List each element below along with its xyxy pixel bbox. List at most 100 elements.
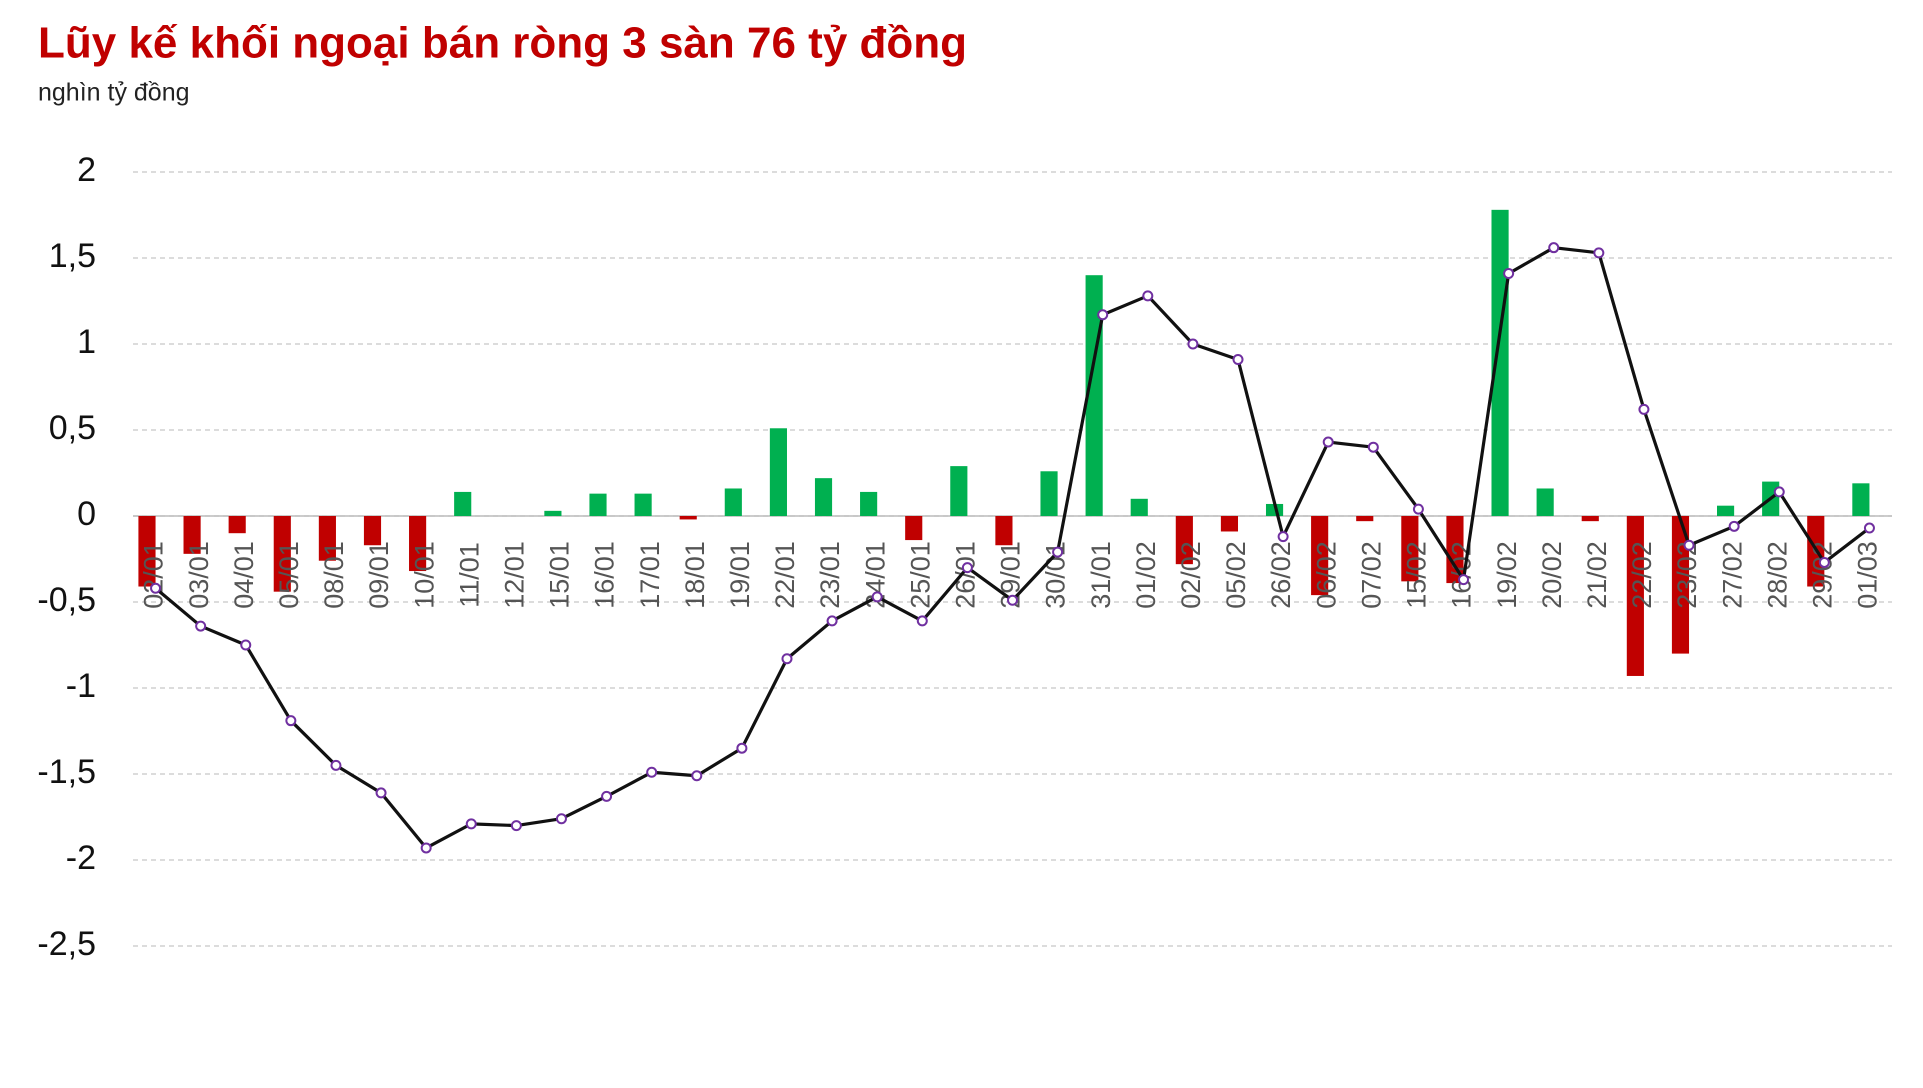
x-tick-label: 31/01 xyxy=(1086,541,1116,609)
x-tick-label: 08/01 xyxy=(319,541,349,609)
point xyxy=(736,742,748,754)
point xyxy=(240,639,252,651)
x-tick-label: 22/01 xyxy=(770,541,800,609)
bar xyxy=(183,516,201,554)
bar xyxy=(138,516,156,587)
bar xyxy=(1581,516,1599,522)
point xyxy=(1773,486,1785,498)
x-tick-label: 23/01 xyxy=(815,541,845,609)
point xyxy=(1728,520,1740,532)
bar xyxy=(814,478,833,516)
point xyxy=(510,820,522,832)
x-tick-label: 29/02 xyxy=(1807,541,1837,609)
point xyxy=(1818,556,1830,568)
x-tick-label: 01/02 xyxy=(1131,541,1161,609)
x-tick-label: 05/02 xyxy=(1221,541,1251,609)
x-tick-label: 16/01 xyxy=(590,541,620,609)
x-tick-label: 09/01 xyxy=(364,541,394,609)
bar xyxy=(1401,516,1419,582)
point xyxy=(646,766,658,778)
point xyxy=(420,842,432,854)
chart-title: Lũy kế khối ngoại bán ròng 3 sàn 76 tỷ đ… xyxy=(38,19,967,68)
x-tick-label: 17/01 xyxy=(635,541,665,609)
x-tick-label: 20/02 xyxy=(1537,541,1567,609)
y-tick-label: -1 xyxy=(66,667,96,705)
point xyxy=(1593,247,1605,259)
x-tick-label: 04/01 xyxy=(229,541,259,609)
x-tick-label: 05/01 xyxy=(274,541,304,609)
x-tick-label: 15/01 xyxy=(545,541,575,609)
bar xyxy=(1536,488,1554,516)
y-tick-label: -2,5 xyxy=(37,925,96,963)
point xyxy=(601,790,613,802)
bar xyxy=(273,516,291,592)
point xyxy=(1277,531,1289,543)
bar xyxy=(1491,209,1509,516)
bar xyxy=(1220,516,1239,532)
x-tick-label: 23/02 xyxy=(1672,541,1702,609)
bar xyxy=(544,510,562,516)
x-tick-label: 03/01 xyxy=(184,541,214,609)
bar xyxy=(769,428,787,516)
point xyxy=(1097,309,1109,321)
point xyxy=(1142,290,1154,302)
y-tick-label: -1,5 xyxy=(37,753,96,791)
x-tick-label: 01/03 xyxy=(1853,541,1883,609)
x-tick-label: 15/02 xyxy=(1402,541,1432,609)
point xyxy=(691,770,703,782)
bar xyxy=(724,488,742,516)
point xyxy=(1367,441,1379,453)
point xyxy=(781,653,793,665)
bar xyxy=(318,516,336,561)
point xyxy=(150,582,162,594)
x-tick-label: 22/02 xyxy=(1627,541,1657,609)
point xyxy=(285,715,297,727)
bar xyxy=(950,466,968,516)
point xyxy=(1548,242,1560,254)
bar xyxy=(1311,516,1329,596)
point xyxy=(465,818,477,830)
point xyxy=(1322,436,1334,448)
x-tick-label: 25/01 xyxy=(905,541,935,609)
bar xyxy=(454,491,472,516)
x-tick-label: 19/02 xyxy=(1492,541,1522,609)
point xyxy=(195,620,207,632)
bar xyxy=(228,516,246,534)
bar xyxy=(1040,471,1058,516)
x-tick-label: 28/02 xyxy=(1762,541,1792,609)
bar xyxy=(679,516,697,520)
bar xyxy=(1356,516,1374,522)
x-tick-label: 02/02 xyxy=(1176,541,1206,609)
bar xyxy=(1626,516,1644,676)
bar xyxy=(860,491,878,516)
point xyxy=(330,759,342,771)
point xyxy=(1503,267,1515,279)
point xyxy=(1232,353,1244,365)
bar xyxy=(1130,498,1148,516)
y-tick-label: 0 xyxy=(77,495,96,533)
y-tick-label: 1,5 xyxy=(49,237,96,275)
point xyxy=(961,562,973,574)
point xyxy=(1683,539,1695,551)
point xyxy=(1638,403,1650,415)
x-tick-label: 02/01 xyxy=(139,541,169,609)
bar xyxy=(1717,505,1735,516)
x-tick-label: 27/02 xyxy=(1717,541,1747,609)
x-tick-label: 10/01 xyxy=(409,541,439,609)
y-tick-label: 1 xyxy=(77,323,96,361)
bar xyxy=(409,516,427,572)
x-tick-label: 19/01 xyxy=(725,541,755,609)
x-tick-label: 12/01 xyxy=(499,541,529,609)
bar xyxy=(634,493,652,516)
bar xyxy=(1852,483,1870,516)
x-tick-label: 11/01 xyxy=(454,542,484,608)
point xyxy=(1007,594,1018,606)
point xyxy=(916,615,928,627)
x-tick-label: 07/02 xyxy=(1356,541,1386,609)
x-tick-label: 21/02 xyxy=(1582,541,1612,609)
bar xyxy=(363,516,382,546)
bar xyxy=(1671,516,1690,654)
x-tick-label: 18/01 xyxy=(680,541,710,609)
point xyxy=(1458,574,1470,586)
